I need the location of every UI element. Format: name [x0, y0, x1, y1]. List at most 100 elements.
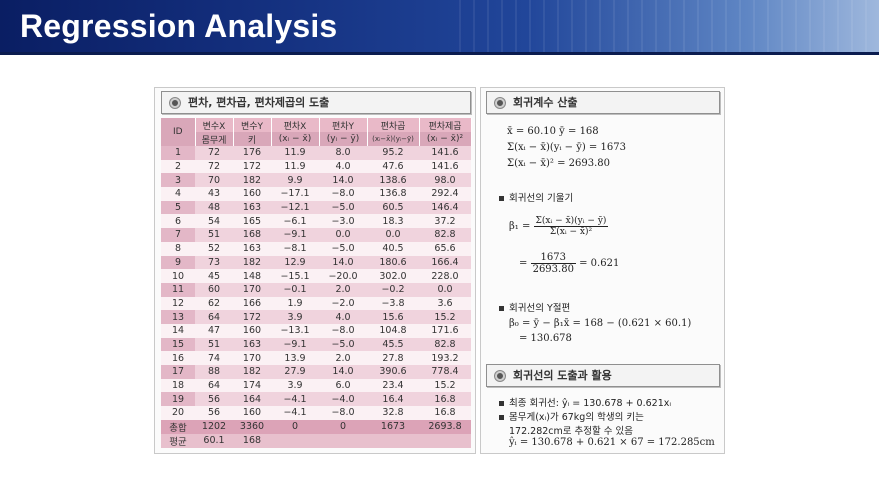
table-cell: 174 — [233, 378, 271, 393]
table-cell: 95.2 — [367, 146, 419, 160]
table-cell: 390.6 — [367, 365, 419, 379]
table-cell: 3 — [161, 173, 195, 188]
table-cell: 70 — [195, 173, 233, 188]
table-cell: 1673 — [367, 419, 419, 434]
table-cell: 4.0 — [319, 310, 367, 324]
table-cell: 170 — [233, 282, 271, 297]
table-cell: 163 — [233, 241, 271, 256]
column-subheader: 몸무게 — [195, 132, 234, 146]
table-cell: 51 — [195, 228, 233, 242]
table-cell: 778.4 — [419, 365, 471, 379]
table-cell — [419, 433, 471, 448]
table-cell: 104.8 — [367, 323, 419, 338]
table-cell: 18.3 — [367, 214, 419, 229]
table-subheader-row: 몸무게 키 (xᵢ − x̄) (yᵢ − ȳ) (xᵢ−x̄)(yᵢ−ȳ) (… — [161, 132, 472, 146]
table-cell: −0.2 — [367, 282, 419, 297]
table-cell: 148 — [233, 269, 271, 283]
column-subheader: (yᵢ − ȳ) — [319, 132, 368, 146]
column-header: 변수X — [195, 118, 234, 132]
table-cell — [319, 433, 367, 448]
table-cell: 1202 — [195, 419, 233, 434]
table-cell: 3.6 — [419, 296, 471, 311]
table-cell: 180.6 — [367, 255, 419, 270]
table-row: 15 51 163 −9.1 −5.0 45.5 82.8 — [161, 337, 471, 352]
square-bullet-icon — [499, 196, 504, 201]
table-cell: 166 — [233, 296, 271, 311]
table-row: 7 51 168 −9.1 0.0 0.0 82.8 — [161, 228, 471, 242]
table-cell: 27.8 — [367, 351, 419, 365]
table-cell: 65.6 — [419, 241, 471, 256]
table-row: 5 48 163 −12.1 −5.0 60.5 146.4 — [161, 200, 471, 215]
table-cell: 302.0 — [367, 269, 419, 283]
table-cell: 11.9 — [271, 146, 319, 160]
slope-label: 회귀선의 기울기 — [499, 190, 573, 204]
table-cell: 160 — [233, 406, 271, 420]
table-cell: 43 — [195, 187, 233, 201]
table-cell: −4.0 — [319, 392, 367, 407]
table-cell: 23.4 — [367, 378, 419, 393]
table-cell: 40.5 — [367, 241, 419, 256]
table-cell: 60 — [195, 282, 233, 297]
table-cell: 14.0 — [319, 255, 367, 270]
slide-title: Regression Analysis — [20, 8, 338, 44]
table-cell: 2 — [161, 159, 195, 174]
usage-line-2: 172.282cm로 추정할 수 있음 — [509, 426, 634, 437]
table-cell: −12.1 — [271, 200, 319, 215]
table-cell: 5 — [161, 200, 195, 215]
bullet-icon — [495, 371, 505, 381]
table-row: 13 64 172 3.9 4.0 15.6 15.2 — [161, 310, 471, 324]
table-row: 19 56 164 −4.1 −4.0 16.4 16.8 — [161, 392, 471, 407]
intercept-label: 회귀선의 Y절편 — [499, 300, 570, 314]
table-cell: 64 — [195, 378, 233, 393]
table-cell: 8 — [161, 241, 195, 256]
table-cell: 0.0 — [419, 282, 471, 297]
deviation-table: ID 변수X 변수Y 편차X 편차Y 편차곱 편차제곱 몸무게 키 (xᵢ − … — [161, 118, 472, 448]
table-cell: −8.0 — [319, 187, 367, 201]
table-cell: 45.5 — [367, 337, 419, 352]
final-regression-line: 최종 회귀선: ŷᵢ = 130.678 + 0.621xᵢ — [499, 395, 671, 409]
table-cell: 62 — [195, 296, 233, 311]
table-cell: 2.0 — [319, 351, 367, 365]
column-header: 편차곱 — [367, 118, 420, 132]
table-cell: 10 — [161, 269, 195, 283]
table-cell: 193.2 — [419, 351, 471, 365]
table-cell: 136.8 — [367, 187, 419, 201]
table-row: 18 64 174 3.9 6.0 23.4 15.2 — [161, 378, 471, 393]
table-cell: 182 — [233, 173, 271, 188]
table-cell: 15.2 — [419, 378, 471, 393]
table-row: 11 60 170 −0.1 2.0 −0.2 0.0 — [161, 282, 471, 297]
table-cell: 74 — [195, 351, 233, 365]
table-average-row: 평균 60.1 168 — [161, 433, 471, 448]
table-cell: 165 — [233, 214, 271, 229]
table-cell: −5.0 — [319, 200, 367, 215]
table-cell: −0.1 — [271, 282, 319, 297]
column-header: 편차Y — [319, 118, 368, 132]
beta0-formula: β₀ = ȳ − β₁x̄ = 168 − (0.621 × 60.1) — [509, 318, 692, 329]
table-cell: 17 — [161, 365, 195, 379]
table-cell: 총합 — [161, 419, 195, 434]
table-cell: 4 — [161, 187, 195, 201]
beta1-formula: β₁ = Σ(xᵢ − x̄)(yᵢ − ȳ) Σ(xᵢ − x̄)² — [509, 216, 609, 237]
table-cell: 8.0 — [319, 146, 367, 160]
table-cell: 14.0 — [319, 365, 367, 379]
table-cell: 13 — [161, 310, 195, 324]
table-cell: 4.0 — [319, 159, 367, 174]
section-heading-deviation: 편차, 편차곱, 편차제곱의 도출 — [161, 91, 471, 114]
table-cell: −13.1 — [271, 323, 319, 338]
table-cell: 160 — [233, 187, 271, 201]
table-cell: 9 — [161, 255, 195, 270]
table-row: 1 72 176 11.9 8.0 95.2 141.6 — [161, 146, 471, 160]
column-subheader: (xᵢ − x̄)² — [419, 132, 472, 146]
table-row: 14 47 160 −13.1 −8.0 104.8 171.6 — [161, 323, 471, 338]
table-cell: 1.9 — [271, 296, 319, 311]
table-cell: 64 — [195, 310, 233, 324]
table-cell: 73 — [195, 255, 233, 270]
table-cell: −2.0 — [319, 296, 367, 311]
table-cell: 228.0 — [419, 269, 471, 283]
column-header: 편차X — [271, 118, 320, 132]
sum-of-squares: Σ(xᵢ − x̄)² = 2693.80 — [507, 158, 610, 169]
table-cell: 2.0 — [319, 282, 367, 297]
column-subheader: (xᵢ−x̄)(yᵢ−ȳ) — [367, 132, 420, 146]
beta1-fraction: Σ(xᵢ − x̄)(yᵢ − ȳ) Σ(xᵢ − x̄)² — [533, 216, 609, 237]
table-cell: 6 — [161, 214, 195, 229]
